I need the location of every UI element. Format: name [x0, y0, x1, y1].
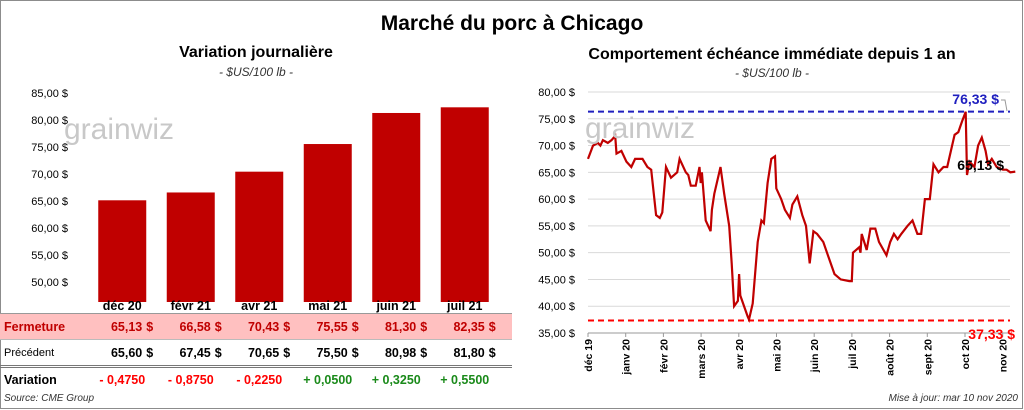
currency: $: [146, 320, 154, 334]
x-tick-label: juin 20: [809, 339, 821, 373]
x-tick-label: janv 20: [621, 339, 633, 376]
x-tick-label: nov 20: [998, 339, 1010, 372]
variation-value: - 0,4750: [99, 373, 146, 387]
y-tick-label: 45,00 $: [538, 274, 575, 286]
currency: $: [420, 320, 428, 334]
bar: [303, 144, 352, 302]
y-tick-label: 35,00 $: [538, 328, 575, 340]
left-chart-title: Variation journalière: [179, 44, 333, 61]
currency: $: [351, 320, 359, 334]
previous-value: 67,45: [179, 346, 211, 360]
y-tick-label: 55,00 $: [31, 250, 68, 262]
right-chart-title: Comportement échéance immédiate depuis 1…: [588, 46, 956, 63]
y-tick-label: 50,00 $: [538, 248, 575, 260]
contract-month: juin 21: [376, 299, 417, 313]
variation-value: + 0,3250: [371, 373, 421, 387]
bar: [440, 107, 489, 302]
y-tick-label: 75,00 $: [538, 114, 575, 126]
currency: $: [283, 346, 291, 360]
variation-label: Variation: [4, 373, 57, 387]
price-line: [586, 111, 1016, 324]
last-value-label: 65,13 $: [957, 157, 1004, 173]
close-value: 70,43: [247, 320, 280, 334]
right-chart-unit: - $US/100 lb -: [734, 66, 810, 80]
previous-value: 70,65: [247, 346, 280, 360]
y-tick-label: 75,00 $: [31, 142, 68, 154]
x-tick-label: juil 20: [847, 339, 859, 370]
watermark-left: grainwiz: [64, 113, 175, 146]
contract-month: avr 21: [241, 299, 278, 313]
currency: $: [420, 346, 428, 360]
contract-month: déc 20: [102, 299, 142, 313]
max-label-leader: [1001, 99, 1008, 112]
previous-value: 80,98: [384, 346, 417, 360]
bar: [372, 112, 421, 302]
x-tick-label: mai 20: [772, 339, 784, 372]
variation-value: + 0,0500: [303, 373, 353, 387]
close-row-bg: [0, 313, 512, 340]
close-value: 81,30: [384, 320, 417, 334]
variation-value: - 0,8750: [167, 373, 214, 387]
y-tick-label: 80,00 $: [538, 87, 575, 99]
min-label: 37,33 $: [968, 326, 1015, 342]
close-value: 75,55: [316, 320, 348, 334]
update-note: Mise à jour: mar 10 nov 2020: [888, 393, 1018, 404]
y-tick-label: 85,00 $: [31, 88, 68, 100]
close-value: 65,13: [110, 320, 143, 334]
previous-value: 75,50: [316, 346, 348, 360]
currency: $: [351, 346, 359, 360]
prev-label: Précédent: [4, 347, 55, 359]
bar: [235, 171, 284, 302]
currency: $: [488, 346, 496, 360]
bar: [166, 192, 215, 302]
x-tick-label: févr 20: [658, 339, 670, 373]
variation-value: + 0,5500: [440, 373, 490, 387]
x-tick-label: mars 20: [696, 339, 708, 379]
contract-month: juil 21: [447, 299, 483, 313]
max-label: 76,33 $: [952, 91, 999, 107]
left-chart-unit: - $US/100 lb -: [218, 65, 294, 79]
y-tick-label: 70,00 $: [31, 169, 68, 181]
variation-value: - 0,2250: [236, 373, 283, 387]
table-divider: [0, 365, 512, 368]
bar: [98, 200, 147, 302]
contract-month: févr 21: [170, 299, 211, 313]
y-tick-label: 65,00 $: [538, 167, 575, 179]
currency: $: [488, 320, 496, 334]
currency: $: [214, 320, 222, 334]
y-tick-label: 55,00 $: [538, 221, 575, 233]
y-tick-label: 65,00 $: [31, 196, 68, 208]
y-tick-label: 70,00 $: [538, 141, 575, 153]
close-label: Fermeture: [4, 320, 66, 334]
currency: $: [214, 346, 222, 360]
y-tick-label: 80,00 $: [31, 115, 68, 127]
previous-value: 81,80: [453, 346, 485, 360]
y-tick-label: 50,00 $: [31, 277, 68, 289]
x-tick-label: oct 20: [960, 339, 972, 370]
currency: $: [146, 346, 154, 360]
y-tick-label: 60,00 $: [538, 194, 575, 206]
previous-value: 65,60: [110, 346, 143, 360]
main-title: Marché du porc à Chicago: [380, 12, 644, 35]
x-tick-label: août 20: [885, 339, 897, 376]
contract-month: mai 21: [308, 299, 348, 313]
currency: $: [283, 320, 291, 334]
y-tick-label: 40,00 $: [538, 301, 575, 313]
watermark-right: grainwiz: [585, 112, 696, 145]
x-tick-label: sept 20: [922, 339, 934, 375]
x-tick-label: déc 19: [583, 339, 595, 372]
x-tick-label: avr 20: [734, 339, 746, 370]
y-tick-label: 60,00 $: [31, 223, 68, 235]
source-note: Source: CME Group: [4, 393, 95, 404]
close-value: 66,58: [179, 320, 211, 334]
close-value: 82,35: [453, 320, 485, 334]
